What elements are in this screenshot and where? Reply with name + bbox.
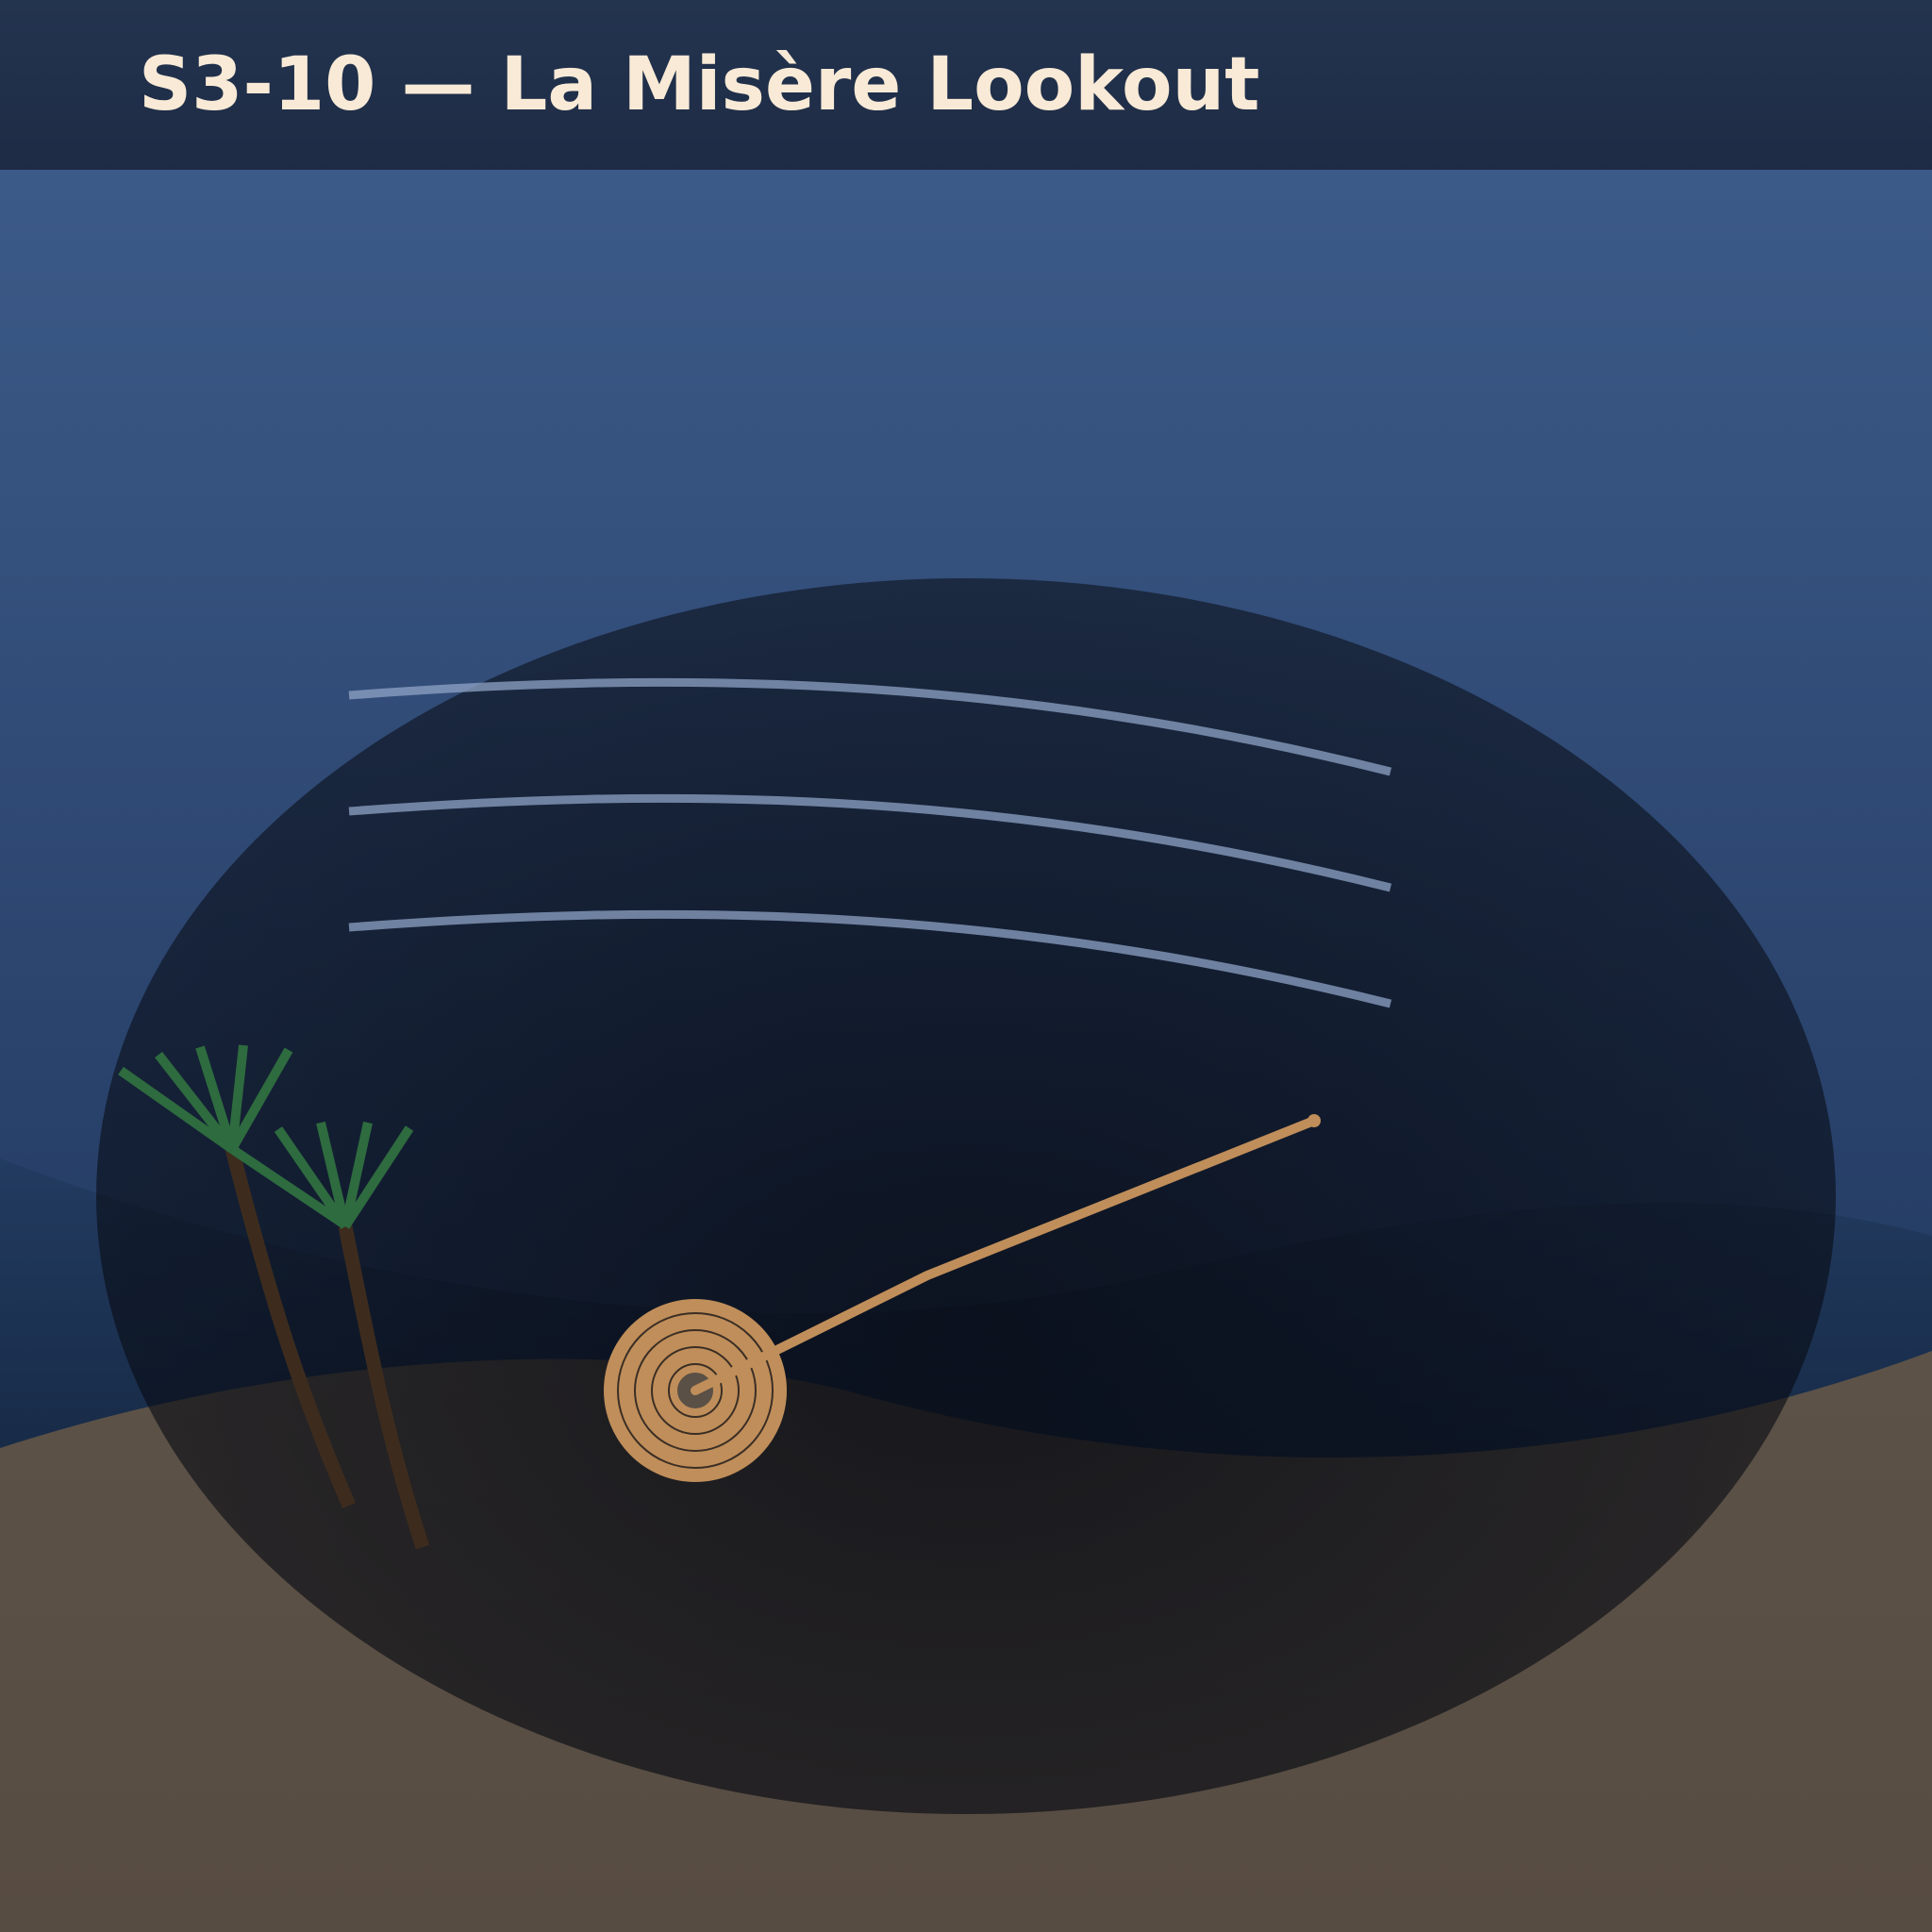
- grapple-rope[interactable]: [691, 1116, 1319, 1395]
- wind-streak: [348, 677, 1392, 776]
- wind-streak-icon: [348, 677, 1392, 1008]
- level-title: S3-10 — La Misère Lookout: [139, 42, 1260, 127]
- palm-fronds: [118, 1044, 350, 1231]
- rope-coil-icon[interactable]: [604, 1114, 1321, 1482]
- wind-streak: [348, 793, 1392, 892]
- palm-tree-icon: [118, 1044, 356, 1508]
- palm-trunk: [338, 1224, 430, 1550]
- rope-anchor-point[interactable]: [1307, 1114, 1321, 1127]
- palm-trunk: [225, 1147, 356, 1508]
- wind-streak: [348, 909, 1392, 1008]
- level-title-bar: S3-10 — La Misère Lookout: [0, 0, 1932, 170]
- spotlight-vignette: [96, 578, 1836, 1814]
- palm-fronds: [274, 1121, 414, 1229]
- palm-tree-icon: [274, 1121, 430, 1550]
